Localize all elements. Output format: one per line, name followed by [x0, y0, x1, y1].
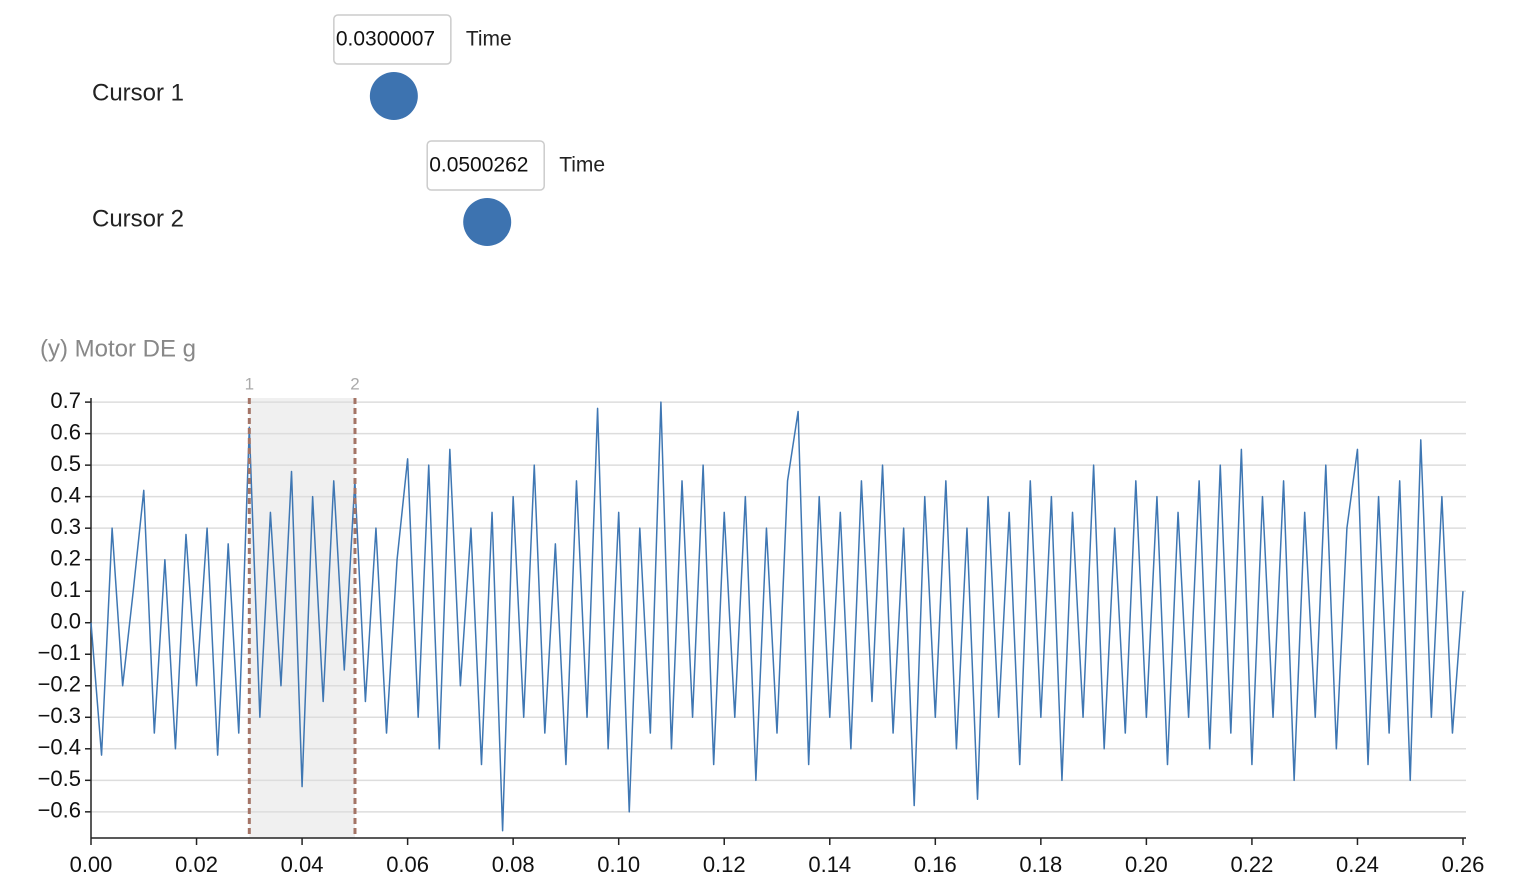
x-tick-label: 0.26 [1442, 852, 1485, 877]
unit-label: Time [559, 154, 605, 177]
slider-label: Cursor 2 [92, 205, 184, 232]
y-tick-label: 0.2 [50, 546, 81, 571]
y-tick-label: 0.7 [50, 388, 81, 413]
y-tick-label: −0.2 [38, 672, 81, 697]
y-tick-label: −0.4 [38, 735, 81, 760]
y-tick-label: −0.5 [38, 766, 81, 791]
signal-line [90, 401, 1464, 832]
value-input[interactable] [333, 14, 452, 65]
cursor-marker: 1 [245, 374, 254, 393]
x-tick-label: 0.04 [281, 852, 324, 877]
x-tick-label: 0.12 [703, 852, 746, 877]
y-tick-label: 0.4 [50, 482, 81, 507]
x-tick-label: 0.00 [70, 852, 113, 877]
x-tick-label: 0.08 [492, 852, 535, 877]
x-tick-label: 0.24 [1336, 852, 1379, 877]
unit-label: Time [466, 28, 512, 51]
cursor-marker: 2 [350, 374, 359, 393]
y-tick-label: −0.6 [38, 798, 81, 823]
y-tick-label: 0.0 [50, 609, 81, 634]
value-input[interactable] [426, 140, 545, 191]
x-tick-label: 0.06 [386, 852, 429, 877]
value-input-text: 0.0300007 [336, 28, 435, 51]
x-tick-label: 0.14 [808, 852, 851, 877]
y-tick-label: 0.5 [50, 451, 81, 476]
y-tick-label: −0.1 [38, 640, 81, 665]
x-tick-label: 0.22 [1231, 852, 1274, 877]
value-input-text: 0.0500262 [429, 154, 528, 177]
y-tick-label: 0.6 [50, 419, 81, 444]
y-tick-label: 0.3 [50, 514, 81, 539]
x-tick-label: 0.20 [1125, 852, 1168, 877]
slider-knob[interactable] [463, 198, 512, 246]
slider-knob[interactable] [369, 72, 418, 120]
y-axis-label: (y) Motor DE g [40, 335, 196, 362]
x-tick-label: 0.10 [597, 852, 640, 877]
y-tick-label: −0.3 [38, 703, 81, 728]
slider-label: Cursor 1 [92, 79, 184, 106]
x-tick-label: 0.02 [175, 852, 218, 877]
y-tick-label: 0.1 [50, 577, 81, 602]
x-tick-label: 0.16 [914, 852, 957, 877]
x-tick-label: 0.18 [1019, 852, 1062, 877]
